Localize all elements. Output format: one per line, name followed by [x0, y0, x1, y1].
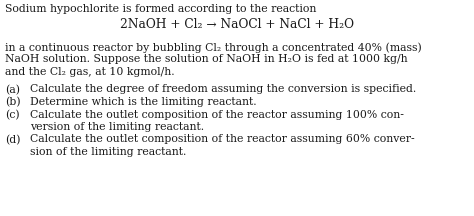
Text: NaOH solution. Suppose the solution of NaOH in H₂O is fed at 1000 kg/h: NaOH solution. Suppose the solution of N… — [5, 54, 408, 65]
Text: (b): (b) — [5, 97, 21, 107]
Text: sion of the limiting reactant.: sion of the limiting reactant. — [30, 147, 186, 157]
Text: Calculate the outlet composition of the reactor assuming 60% conver-: Calculate the outlet composition of the … — [30, 135, 415, 145]
Text: in a continuous reactor by bubbling Cl₂ through a concentrated 40% (mass): in a continuous reactor by bubbling Cl₂ … — [5, 42, 422, 52]
Text: (c): (c) — [5, 110, 19, 120]
Text: (d): (d) — [5, 135, 20, 145]
Text: Calculate the degree of freedom assuming the conversion is specified.: Calculate the degree of freedom assuming… — [30, 84, 416, 95]
Text: Sodium hypochlorite is formed according to the reaction: Sodium hypochlorite is formed according … — [5, 4, 316, 14]
Text: version of the limiting reactant.: version of the limiting reactant. — [30, 122, 204, 132]
Text: (a): (a) — [5, 84, 20, 95]
Text: Determine which is the limiting reactant.: Determine which is the limiting reactant… — [30, 97, 256, 107]
Text: and the Cl₂ gas, at 10 kgmol/h.: and the Cl₂ gas, at 10 kgmol/h. — [5, 67, 174, 77]
Text: Calculate the outlet composition of the reactor assuming 100% con-: Calculate the outlet composition of the … — [30, 110, 404, 119]
Text: 2NaOH + Cl₂ → NaOCl + NaCl + H₂O: 2NaOH + Cl₂ → NaOCl + NaCl + H₂O — [120, 18, 354, 31]
